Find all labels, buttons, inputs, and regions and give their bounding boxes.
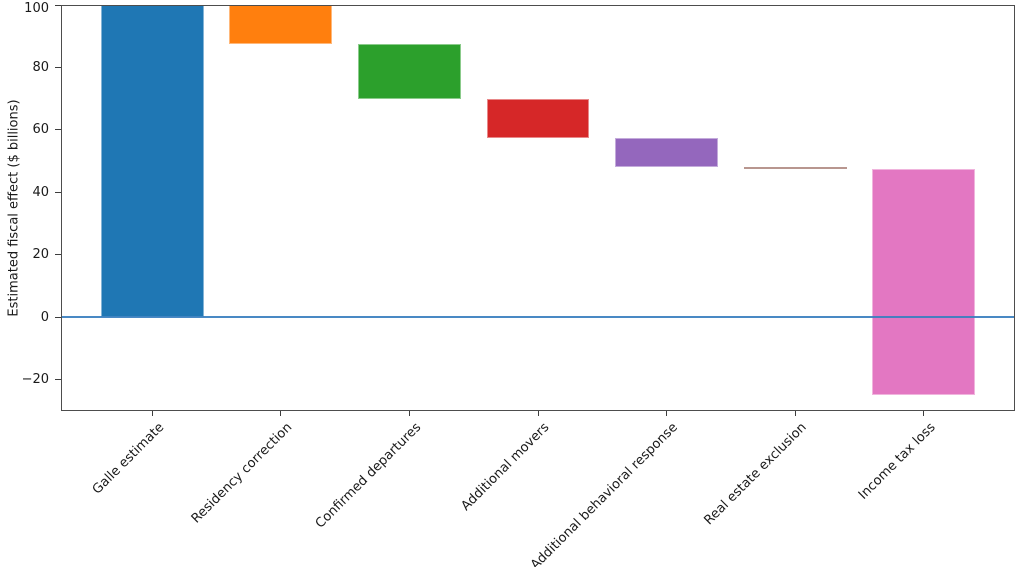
y-tick-mark [55, 4, 61, 6]
x-tick-label-additional-movers: Additional movers [458, 420, 553, 514]
x-tick-mark [537, 411, 539, 416]
y-tick-mark [55, 191, 61, 193]
x-tick-label-income-tax-loss: Income tax loss [855, 420, 939, 503]
y-tick-mark [55, 316, 61, 318]
bar-real-estate-exclusion [743, 167, 847, 170]
x-tick-mark [151, 411, 153, 416]
y-tick-label: 80 [32, 60, 49, 75]
y-tick-mark [55, 254, 61, 256]
x-tick-mark [280, 411, 282, 416]
x-tick-mark [794, 411, 796, 416]
x-tick-label-confirmed-departures: Confirmed departures [312, 420, 425, 532]
y-tick-mark [55, 129, 61, 131]
y-tick-label: 60 [32, 122, 49, 138]
x-tick-label-galle-estimate: Galle estimate [89, 420, 167, 498]
x-tick-mark [408, 411, 410, 416]
bar-additional-behavioral-response [615, 137, 718, 168]
x-tick-label-residency-correction: Residency correction [189, 420, 296, 527]
bar-confirmed-departures [358, 44, 461, 99]
y-tick-mark [55, 379, 61, 381]
x-tick-mark [666, 411, 668, 416]
bar-galle-estimate [100, 5, 204, 318]
bar-additional-movers [486, 98, 590, 138]
y-tick-mark [55, 67, 61, 68]
x-tick-label-real-estate-exclusion: Real estate exclusion [701, 420, 810, 529]
y-tick-label: −20 [21, 372, 49, 388]
x-tick-mark [923, 411, 925, 416]
bar-income-tax-loss [872, 169, 976, 396]
y-tick-label: 100 [24, 1, 49, 16]
y-tick-label: 0 [40, 309, 49, 325]
zero-baseline [61, 316, 1015, 319]
x-tick-label-additional-behavioral-response: Additional behavioral response [528, 420, 682, 567]
y-tick-label: 40 [32, 184, 49, 200]
bar-residency-correction [229, 5, 333, 44]
y-tick-label: 20 [32, 247, 49, 263]
